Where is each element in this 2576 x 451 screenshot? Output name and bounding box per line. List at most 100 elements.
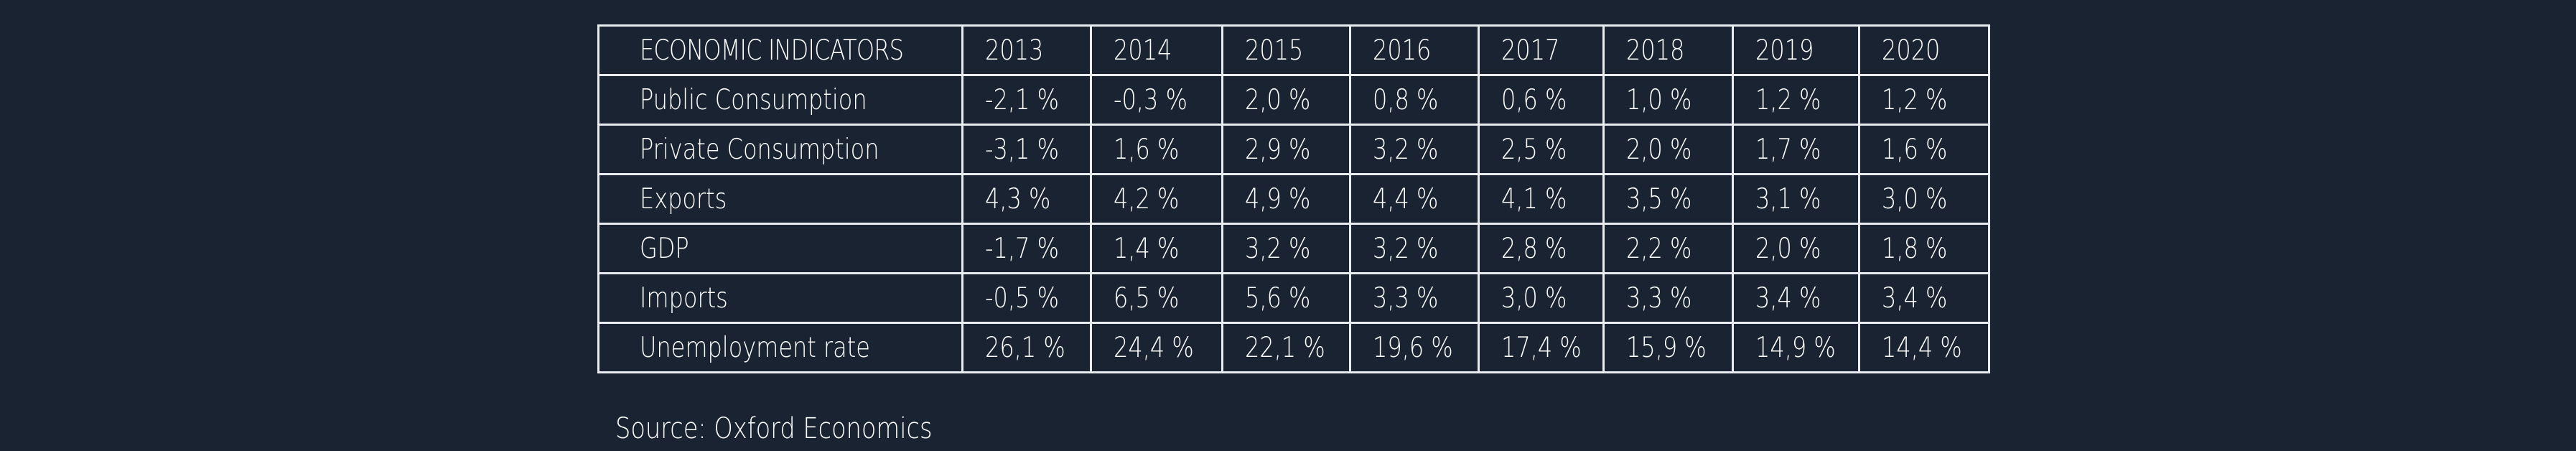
value-label: 3,1 % bbox=[1755, 182, 1821, 215]
column-header-indicator: ECONOMIC INDICATORS bbox=[597, 24, 963, 76]
value-cell: 3,2 % bbox=[1221, 223, 1351, 274]
column-header-year: 2017 bbox=[1477, 24, 1605, 76]
value-cell: 2,5 % bbox=[1477, 124, 1605, 175]
value-cell: 4,2 % bbox=[1089, 173, 1223, 225]
value-cell: 3,1 % bbox=[1731, 173, 1860, 225]
source-note: Source: Oxford Economics bbox=[615, 412, 993, 445]
row-label: Imports bbox=[640, 282, 728, 315]
column-header-year: 2014 bbox=[1089, 24, 1223, 76]
value-label: 1,6 % bbox=[1881, 133, 1948, 166]
column-header-year: 2020 bbox=[1857, 24, 1990, 76]
value-cell: 2,0 % bbox=[1221, 74, 1351, 126]
row-label: Private Consumption bbox=[640, 133, 879, 166]
value-label: 2,9 % bbox=[1244, 133, 1311, 166]
value-label: 3,0 % bbox=[1881, 182, 1948, 215]
value-cell: 22,1 % bbox=[1221, 322, 1351, 373]
value-label: 4,9 % bbox=[1244, 182, 1311, 215]
table-row: Private Consumption -3,1 % 1,6 % 2,9 % 3,2 %… bbox=[597, 124, 1990, 175]
value-label: -0,5 % bbox=[984, 282, 1059, 315]
table-row: Imports -0,5 % 6,5 % 5,6 % 3,3 % 3,0 % 3,3 % 3,… bbox=[597, 272, 1990, 324]
value-cell: -0,3 % bbox=[1089, 74, 1223, 126]
value-label: 0,8 % bbox=[1372, 83, 1439, 116]
row-label-cell: Public Consumption bbox=[597, 74, 963, 126]
table-row: Exports 4,3 % 4,2 % 4,9 % 4,4 % 4,1 % 3,5 % 3,1… bbox=[597, 173, 1990, 225]
column-header-text: 2016 bbox=[1372, 34, 1432, 67]
value-label: 3,3 % bbox=[1625, 282, 1692, 315]
column-header-year: 2013 bbox=[961, 24, 1092, 76]
table-header-row: ECONOMIC INDICATORS 2013 2014 2015 2016 2017 2… bbox=[597, 24, 1990, 76]
value-label: 6,5 % bbox=[1113, 282, 1180, 315]
value-cell: 3,4 % bbox=[1731, 272, 1860, 324]
value-cell: 2,8 % bbox=[1477, 223, 1605, 274]
value-label: 2,0 % bbox=[1755, 232, 1821, 265]
value-label: 2,0 % bbox=[1625, 133, 1692, 166]
value-cell: 4,4 % bbox=[1348, 173, 1480, 225]
value-label: 2,2 % bbox=[1625, 232, 1692, 265]
value-label: 22,1 % bbox=[1244, 331, 1325, 364]
value-label: -1,7 % bbox=[984, 232, 1059, 265]
value-cell: 5,6 % bbox=[1221, 272, 1351, 324]
value-cell: 15,9 % bbox=[1602, 322, 1734, 373]
economic-indicators-table: ECONOMIC INDICATORS 2013 2014 2015 2016 2017 2… bbox=[597, 24, 1990, 373]
value-cell: 4,1 % bbox=[1477, 173, 1605, 225]
value-cell: 1,6 % bbox=[1857, 124, 1990, 175]
value-cell: 6,5 % bbox=[1089, 272, 1223, 324]
value-label: 1,8 % bbox=[1881, 232, 1948, 265]
value-label: 5,6 % bbox=[1244, 282, 1311, 315]
value-cell: 3,2 % bbox=[1348, 223, 1480, 274]
value-cell: 19,6 % bbox=[1348, 322, 1480, 373]
row-label-cell: Exports bbox=[597, 173, 963, 225]
value-label: 2,5 % bbox=[1501, 133, 1567, 166]
value-cell: 1,2 % bbox=[1857, 74, 1990, 126]
value-cell: 2,0 % bbox=[1731, 223, 1860, 274]
value-cell: 3,0 % bbox=[1857, 173, 1990, 225]
value-label: 3,2 % bbox=[1372, 133, 1439, 166]
value-cell: 1,6 % bbox=[1089, 124, 1223, 175]
value-cell: 1,7 % bbox=[1731, 124, 1860, 175]
column-header-year: 2015 bbox=[1221, 24, 1351, 76]
column-header-text: 2015 bbox=[1244, 34, 1304, 67]
value-label: 1,4 % bbox=[1113, 232, 1180, 265]
value-cell: 2,0 % bbox=[1602, 124, 1734, 175]
value-label: 3,4 % bbox=[1755, 282, 1821, 315]
column-header-year: 2019 bbox=[1731, 24, 1860, 76]
row-label-cell: Unemployment rate bbox=[597, 322, 963, 373]
column-header-text: 2020 bbox=[1881, 34, 1941, 67]
value-cell: 0,8 % bbox=[1348, 74, 1480, 126]
row-label-cell: GDP bbox=[597, 223, 963, 274]
row-label: Exports bbox=[640, 182, 727, 215]
value-cell: 4,9 % bbox=[1221, 173, 1351, 225]
table-row: Unemployment rate 26,1 % 24,4 % 22,1 % 19,6 … bbox=[597, 322, 1990, 373]
value-cell: 24,4 % bbox=[1089, 322, 1223, 373]
table-body: Public Consumption -2,1 % -0,3 % 2,0 % 0,8 %… bbox=[597, 74, 1990, 373]
value-cell: 1,8 % bbox=[1857, 223, 1990, 274]
value-cell: 26,1 % bbox=[961, 322, 1092, 373]
value-cell: 3,5 % bbox=[1602, 173, 1734, 225]
value-label: 3,0 % bbox=[1501, 282, 1567, 315]
row-label: Unemployment rate bbox=[640, 331, 870, 364]
column-header-text: ECONOMIC INDICATORS bbox=[640, 34, 904, 67]
value-label: 2,0 % bbox=[1244, 83, 1311, 116]
value-label: -0,3 % bbox=[1113, 83, 1187, 116]
value-label: -3,1 % bbox=[984, 133, 1059, 166]
value-label: 3,3 % bbox=[1372, 282, 1439, 315]
value-cell: 4,3 % bbox=[961, 173, 1092, 225]
value-label: 2,8 % bbox=[1501, 232, 1567, 265]
value-label: 1,7 % bbox=[1755, 133, 1821, 166]
value-cell: 0,6 % bbox=[1477, 74, 1605, 126]
value-label: 1,2 % bbox=[1755, 83, 1821, 116]
value-label: -2,1 % bbox=[984, 83, 1059, 116]
column-header-text: 2019 bbox=[1755, 34, 1814, 67]
column-header-text: 2018 bbox=[1625, 34, 1685, 67]
column-header-year: 2018 bbox=[1602, 24, 1734, 76]
value-label: 4,2 % bbox=[1113, 182, 1180, 215]
row-label-cell: Imports bbox=[597, 272, 963, 324]
row-label-cell: Private Consumption bbox=[597, 124, 963, 175]
column-header-text: 2013 bbox=[984, 34, 1044, 67]
value-label: 14,4 % bbox=[1881, 331, 1962, 364]
value-label: 3,5 % bbox=[1625, 182, 1692, 215]
table-row: Public Consumption -2,1 % -0,3 % 2,0 % 0,8 %… bbox=[597, 74, 1990, 126]
column-header-text: 2017 bbox=[1501, 34, 1560, 67]
value-cell: 3,3 % bbox=[1348, 272, 1480, 324]
value-label: 14,9 % bbox=[1755, 331, 1836, 364]
